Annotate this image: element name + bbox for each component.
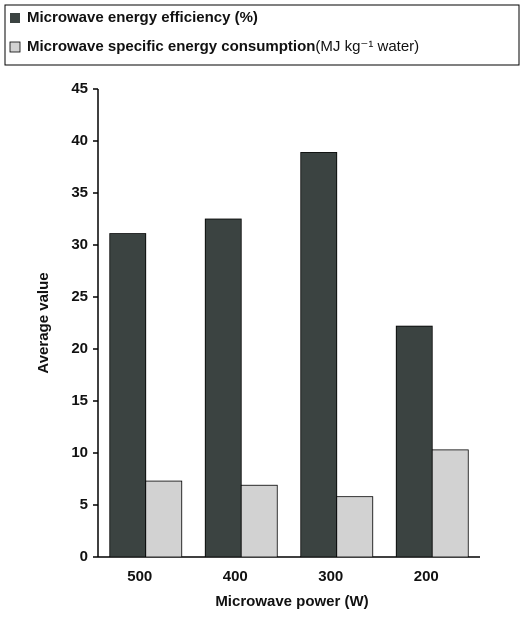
x-tick-label: 200 (414, 568, 439, 585)
y-tick-label: 30 (71, 236, 88, 253)
bar (240, 484, 278, 558)
y-tick-label: 45 (71, 80, 88, 97)
x-tick-label: 500 (127, 568, 152, 585)
legend-swatch (9, 41, 21, 53)
bar (336, 496, 374, 558)
x-axis-label: Microwave power (W) (215, 593, 368, 610)
y-tick-label: 5 (80, 496, 88, 513)
y-tick-label: 10 (71, 444, 88, 461)
bar (204, 218, 242, 558)
y-tick-label: 25 (71, 288, 88, 305)
y-tick-label: 15 (71, 392, 88, 409)
bar (145, 480, 183, 558)
bar (109, 233, 147, 558)
y-tick-label: 35 (71, 184, 88, 201)
y-tick-label: 20 (71, 340, 88, 357)
legend-label: Microwave specific energy consumption(MJ… (27, 38, 419, 55)
y-tick-label: 40 (71, 132, 88, 149)
legend-label: Microwave energy efficiency (%) (27, 9, 258, 26)
legend-box (4, 4, 520, 66)
legend-swatch (10, 13, 20, 23)
x-tick-label: 300 (318, 568, 343, 585)
x-tick-label: 400 (223, 568, 248, 585)
y-axis-label: Average value (35, 272, 52, 373)
bar (395, 325, 433, 558)
bar (431, 449, 469, 558)
y-tick-label: 0 (80, 548, 88, 565)
bar (300, 152, 338, 558)
